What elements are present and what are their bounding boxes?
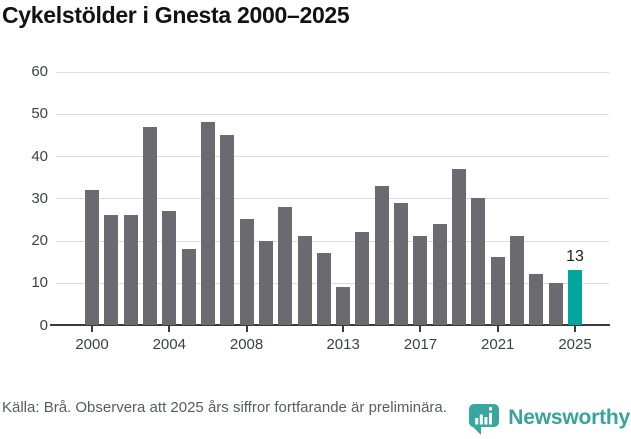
bar (258, 240, 273, 325)
y-axis-tick-label: 30 (31, 189, 48, 207)
bar (278, 206, 293, 325)
bar-chart: 0 10 20 30 40 50 60 2000 2004 2008 2013 2017 2021 202… (31, 63, 610, 353)
y-axis-tick-label: 50 (31, 105, 48, 123)
x-axis-tick (574, 326, 576, 332)
x-axis-tick-label: 2021 (481, 336, 515, 353)
newsworthy-logo[interactable]: Newsworthy (467, 395, 631, 435)
gridline (56, 71, 609, 73)
bar (336, 286, 351, 325)
bar (297, 236, 312, 325)
bar (142, 126, 157, 325)
x-axis-tick-label: 2004 (152, 336, 186, 353)
gridline (56, 198, 609, 200)
x-axis-tick-label: 2008 (229, 336, 264, 353)
x-axis-tick-label: 2025 (558, 336, 592, 353)
bar (200, 122, 215, 325)
source-note: Källa: Brå. Observera att 2025 års siffr… (2, 399, 447, 416)
x-axis-tick (91, 326, 93, 332)
bar (162, 210, 177, 325)
bar (181, 248, 196, 325)
gridline (56, 282, 609, 284)
x-axis-tick-label: 2000 (75, 336, 109, 353)
bar (355, 232, 370, 325)
gridline (56, 156, 609, 158)
bar (529, 274, 544, 325)
bar (316, 253, 331, 325)
bar-highlighted (568, 270, 582, 325)
bar (374, 185, 389, 325)
y-axis-tick-label: 40 (31, 147, 48, 165)
bar (413, 236, 428, 325)
x-axis-tick (342, 326, 345, 332)
y-axis-tick-label: 20 (31, 232, 48, 250)
bar (123, 215, 138, 325)
gridline (56, 240, 609, 242)
x-axis-tick (168, 326, 171, 332)
bar (220, 134, 235, 325)
y-axis-tick-label: 60 (31, 63, 48, 81)
bar (510, 236, 525, 325)
gridline (56, 113, 609, 115)
bar (85, 189, 99, 325)
newsworthy-wordmark: Newsworthy (508, 406, 630, 429)
x-axis-tick (245, 326, 248, 332)
bar (394, 202, 409, 325)
bar (490, 257, 505, 325)
x-axis-tick-label: 2017 (403, 336, 438, 353)
x-axis-tick-label: 2013 (326, 336, 360, 353)
bar (548, 282, 563, 325)
highlight-value-label: 13 (566, 248, 584, 266)
bar (471, 198, 486, 325)
y-axis-tick-label: 10 (31, 274, 48, 292)
footer: Källa: Brå. Observera att 2025 års siffr… (0, 395, 631, 439)
x-axis-tick (419, 326, 422, 332)
bar (104, 215, 119, 325)
x-axis-tick (496, 326, 499, 332)
y-axis-tick-label: 0 (39, 316, 48, 334)
page-title: Cykelstölder i Gnesta 2000–2025 (2, 2, 350, 28)
x-axis-line (50, 324, 610, 326)
bar (452, 168, 467, 325)
newsworthy-speech-bubble-chart-icon (467, 401, 501, 435)
bar (239, 219, 254, 325)
bar (432, 223, 447, 325)
